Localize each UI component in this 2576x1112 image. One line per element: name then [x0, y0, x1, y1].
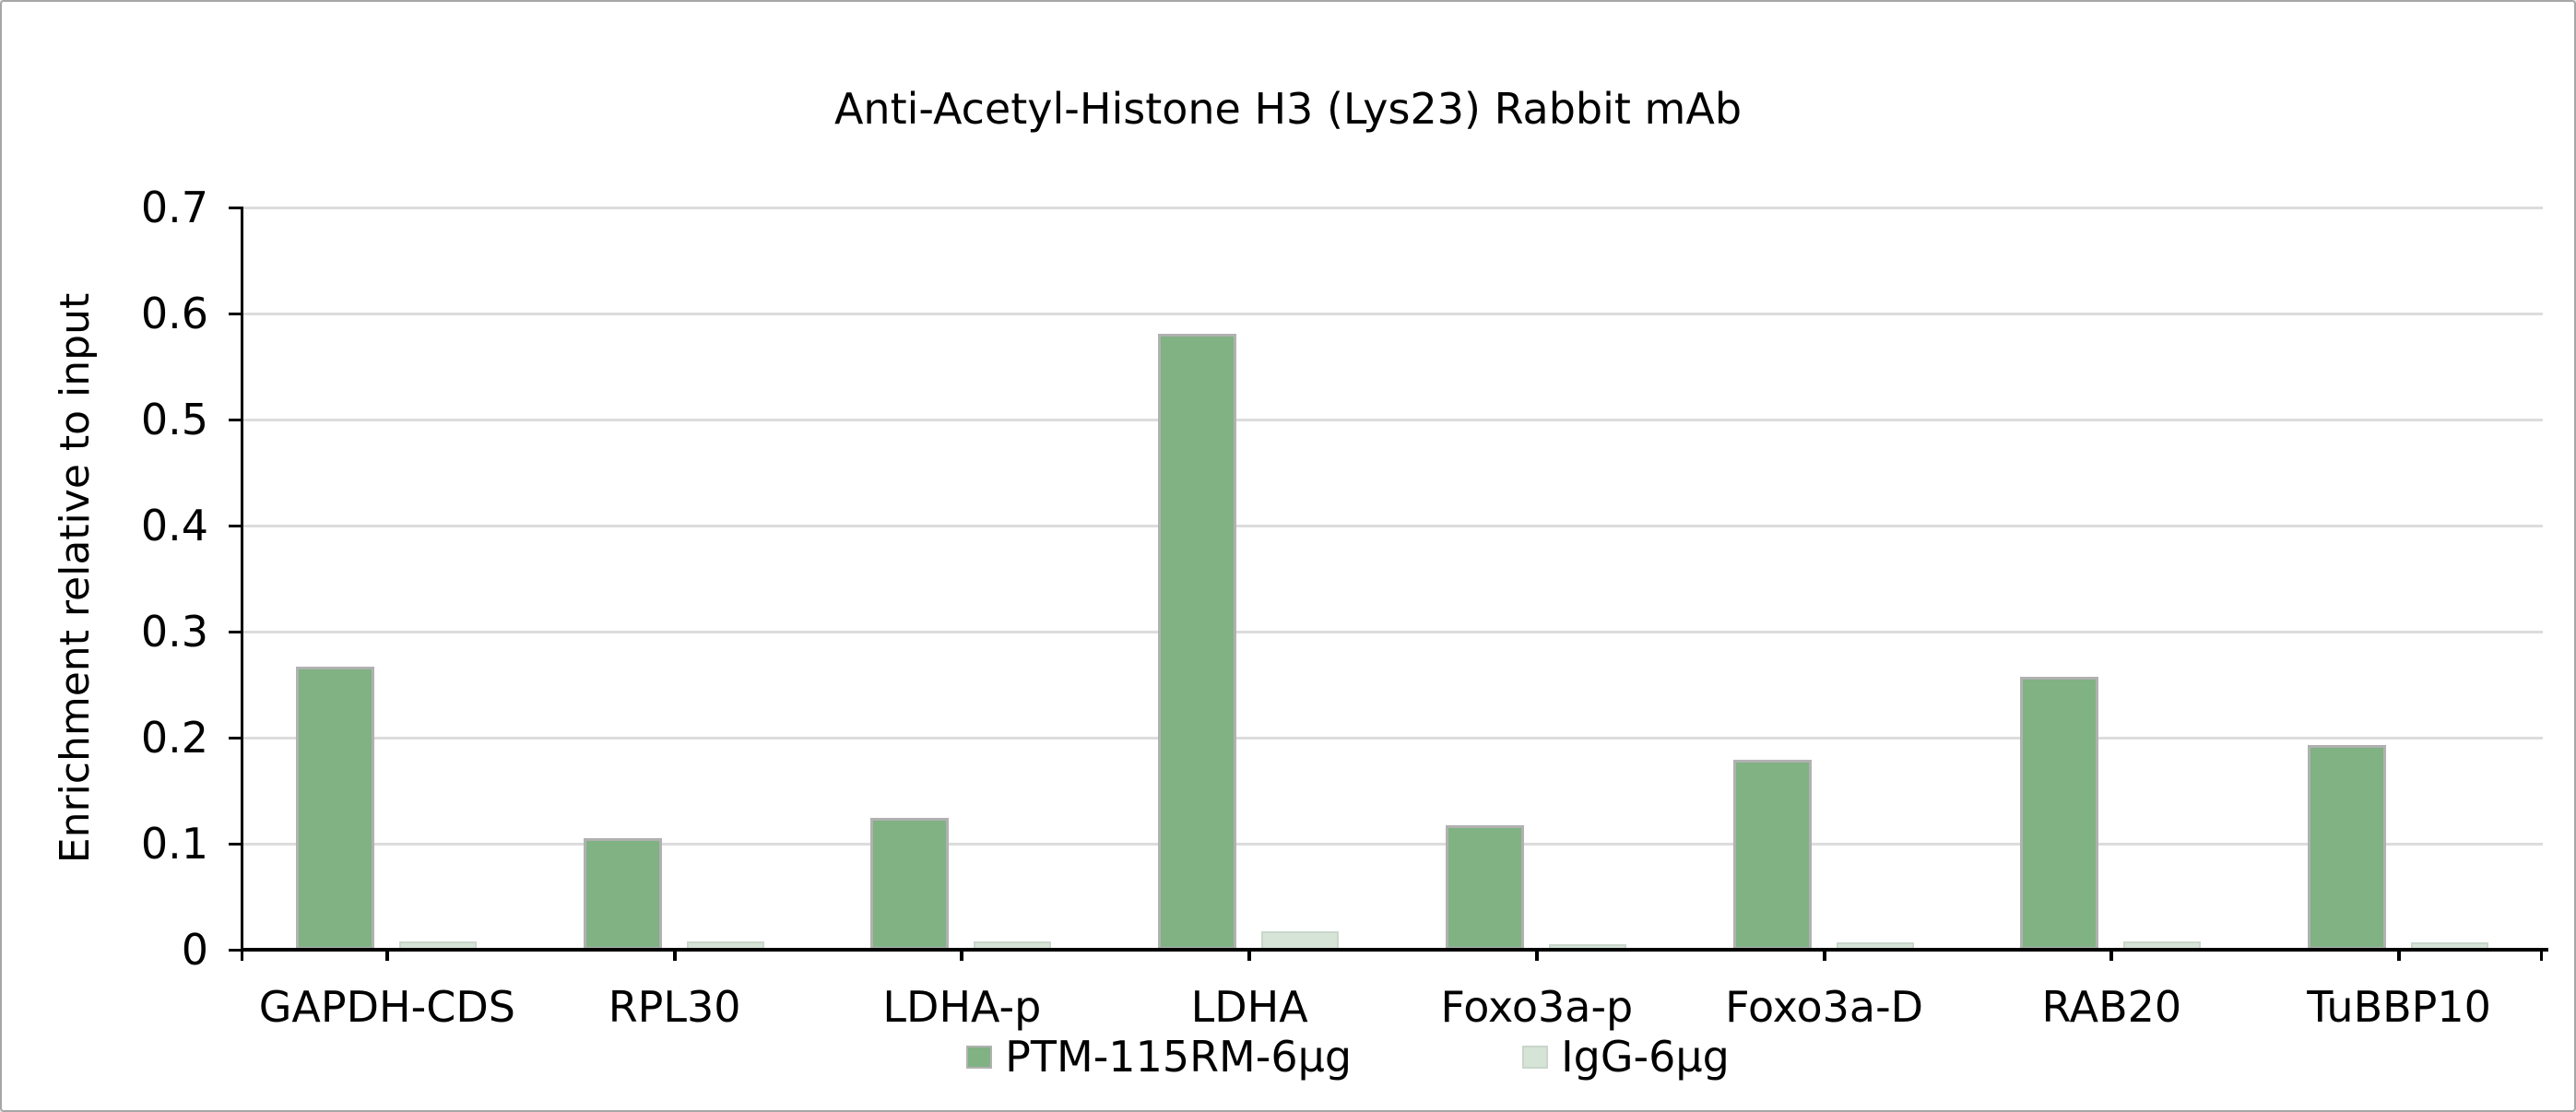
bar-PTM-115RM-6μg — [583, 838, 662, 950]
x-axis-tick — [2397, 952, 2402, 961]
legend-label: IgG-6μg — [1561, 1032, 1730, 1082]
x-axis-tick — [384, 952, 389, 961]
y-tick-label: 0.3 — [140, 607, 208, 657]
bar-PTM-115RM-6μg — [1158, 333, 1237, 950]
x-category-label: LDHA-p — [882, 982, 1042, 1032]
x-axis-line — [242, 948, 2548, 952]
y-tick-label: 0.6 — [140, 289, 208, 338]
y-axis-tick — [229, 524, 243, 527]
x-axis-end-tick — [2540, 952, 2543, 961]
y-axis-tick — [229, 630, 243, 633]
legend-item: IgG-6μg — [1522, 1032, 1730, 1082]
x-axis-tick — [960, 952, 964, 961]
legend-label: PTM-115RM-6μg — [1005, 1032, 1353, 1082]
y-axis-title: Enrichment relative to input — [52, 292, 99, 864]
x-axis-tick — [1247, 952, 1252, 961]
x-axis-tick — [2109, 952, 2114, 961]
y-tick-label: 0.7 — [140, 183, 208, 232]
x-axis-tick — [1822, 952, 1826, 961]
y-tick-label: 0.1 — [140, 819, 208, 869]
y-gridline — [243, 736, 2543, 739]
x-category-label: Foxo3a-D — [1725, 982, 1924, 1032]
x-category-label: Foxo3a-p — [1440, 982, 1634, 1032]
bar-PTM-115RM-6μg — [2308, 745, 2387, 950]
y-tick-label: 0.2 — [140, 713, 208, 763]
bar-PTM-115RM-6μg — [1445, 825, 1524, 950]
x-axis-tick — [1534, 952, 1539, 961]
x-category-label: TuBBP10 — [2307, 982, 2491, 1032]
x-axis-tick — [672, 952, 677, 961]
y-tick-label: 0.5 — [140, 395, 208, 444]
y-axis-line — [241, 207, 243, 961]
bar-PTM-115RM-6μg — [2020, 677, 2099, 950]
y-axis-tick — [229, 948, 243, 952]
x-category-label: LDHA — [1190, 982, 1308, 1032]
legend-swatch-icon — [1522, 1045, 1549, 1069]
y-gridline — [243, 418, 2543, 421]
legend-item: PTM-115RM-6μg — [966, 1032, 1352, 1082]
bar-PTM-115RM-6μg — [870, 818, 950, 950]
x-category-label: GAPDH-CDS — [258, 982, 515, 1032]
y-axis-tick — [229, 206, 243, 209]
y-gridline — [243, 312, 2543, 315]
y-axis-tick — [229, 736, 243, 739]
y-axis-tick — [229, 312, 243, 315]
y-gridline — [243, 206, 2543, 209]
y-tick-label: 0 — [181, 925, 208, 975]
bar-PTM-115RM-6μg — [295, 666, 374, 950]
legend: PTM-115RM-6μg IgG-6μg — [62, 1032, 2574, 1082]
y-gridline — [243, 842, 2543, 846]
y-tick-label: 0.4 — [140, 501, 208, 550]
y-gridline — [243, 524, 2543, 527]
bar-PTM-115RM-6μg — [1732, 760, 1812, 950]
legend-swatch-icon — [966, 1045, 993, 1069]
y-axis-tick — [229, 842, 243, 846]
y-axis-tick — [229, 418, 243, 421]
x-category-label: RPL30 — [608, 982, 741, 1032]
y-gridline — [243, 630, 2543, 633]
x-category-label: RAB20 — [2041, 982, 2182, 1032]
chart-title: Anti-Acetyl-Histone H3 (Lys23) Rabbit mA… — [833, 84, 1743, 134]
